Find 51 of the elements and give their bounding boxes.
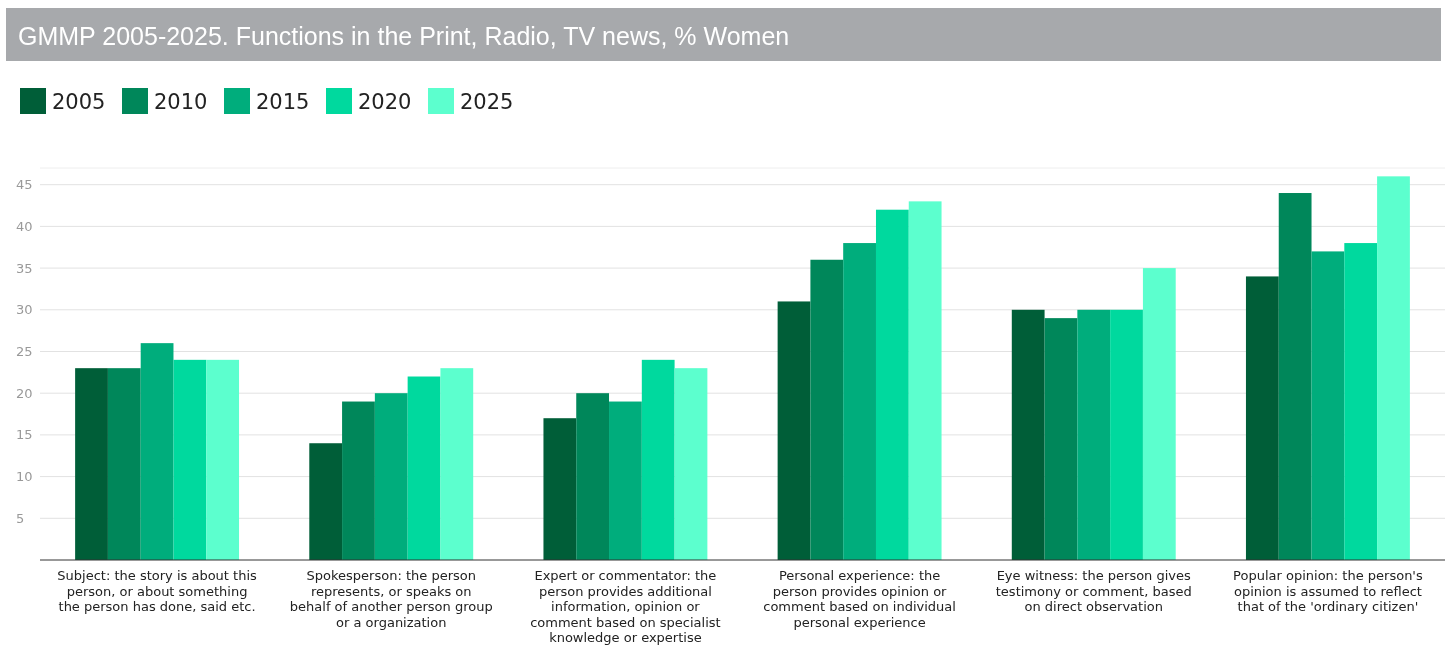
bar xyxy=(107,368,141,560)
y-tick-label: 40 xyxy=(16,218,33,234)
legend-label: 2005 xyxy=(52,90,106,114)
bar xyxy=(875,209,909,560)
bar xyxy=(1110,309,1143,560)
y-tick-label: 30 xyxy=(16,302,33,318)
x-tick-label: Popular opinion: the person's opinion is assumed to reflect that of the 'ordinary citizen' xyxy=(1233,568,1423,614)
bar xyxy=(374,393,408,560)
x-tick-label: Personal experience: the person provides opinion or comment based on individual personal experience xyxy=(763,568,956,630)
legend-label: 2020 xyxy=(358,90,412,114)
bar xyxy=(440,368,474,560)
x-tick-label: Expert or commentator: the person provides additional information, opinion or comment based on specialist knowledge or expertise xyxy=(530,568,721,645)
y-tick-label: 15 xyxy=(16,427,33,443)
y-tick-label: 35 xyxy=(16,260,33,276)
bar xyxy=(206,359,240,560)
bar xyxy=(1245,276,1279,560)
y-tick-label: 20 xyxy=(16,385,33,401)
legend-label: 2015 xyxy=(256,90,310,114)
bar xyxy=(641,359,675,560)
bar xyxy=(173,359,207,560)
bar xyxy=(843,243,876,560)
bar xyxy=(609,401,642,560)
legend-label: 2025 xyxy=(460,90,514,114)
x-tick-label: Subject: the story is about this person, or about something the person has done, said etc. xyxy=(57,568,258,614)
x-tick-label: Eye witness: the person gives testimony or comment, based on direct observation xyxy=(995,568,1192,614)
chart-title: GMMP 2005-2025. Functions in the Print, Radio, TV news, % Women xyxy=(18,22,790,50)
bar xyxy=(1011,309,1045,560)
bar xyxy=(140,343,174,560)
bar xyxy=(1142,268,1176,560)
legend-label: 2010 xyxy=(154,90,208,114)
bar xyxy=(1278,193,1312,560)
bar xyxy=(543,418,577,560)
y-tick-label: 5 xyxy=(16,510,25,526)
bar xyxy=(777,301,811,560)
bar xyxy=(75,368,108,560)
x-tick-label: Spokesperson: the person represents, or speaks on behalf of another person group or a organization xyxy=(289,568,493,630)
bar xyxy=(407,376,441,560)
bar xyxy=(1311,251,1345,560)
bar xyxy=(576,393,610,560)
bar xyxy=(1077,309,1111,560)
bar xyxy=(309,443,343,560)
bar xyxy=(810,259,844,560)
y-tick-label: 10 xyxy=(16,469,33,485)
bar xyxy=(1044,318,1078,560)
y-tick-label: 25 xyxy=(16,344,33,360)
y-tick-label: 45 xyxy=(16,177,33,193)
bar xyxy=(908,201,942,560)
bar xyxy=(342,401,375,560)
bar xyxy=(1344,243,1378,560)
bar xyxy=(674,368,708,560)
bar xyxy=(1377,176,1410,560)
